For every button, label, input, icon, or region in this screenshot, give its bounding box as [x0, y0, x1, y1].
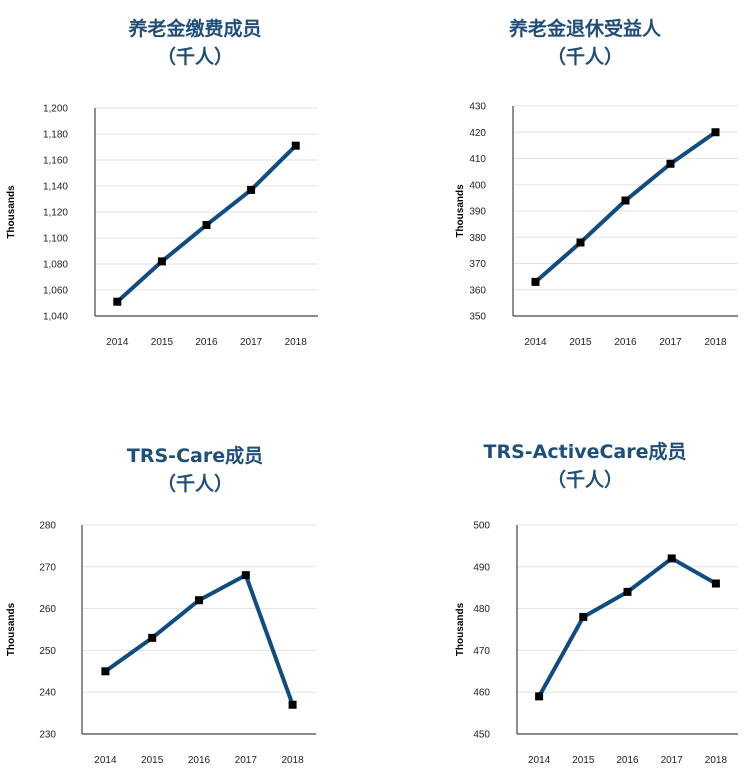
x-tick-label: 2015 [572, 755, 595, 766]
y-tick-label: 280 [39, 521, 56, 532]
x-tick-label: 2017 [235, 755, 258, 766]
data-point [576, 238, 585, 247]
y-tick-label: 370 [469, 259, 486, 270]
data-point [711, 128, 720, 137]
y-tick-label: 1,140 [43, 182, 68, 193]
data-point [202, 221, 211, 229]
y-tick-label: 500 [473, 521, 490, 532]
y-tick-label: 410 [469, 154, 486, 165]
chart-panel-pension-contributors: 养老金缴费成员 （千人） 1,040 1,060 1,080 1,100 1,120 1,… [0, 0, 390, 370]
y-tick-label: 360 [469, 285, 486, 296]
y-tick-label: 390 [469, 207, 486, 218]
y-tick-label: 1,060 [43, 286, 68, 297]
x-tick-label: 2018 [705, 755, 728, 766]
y-tick-label: 250 [39, 646, 56, 657]
series-line [533, 130, 718, 284]
data-point [247, 185, 256, 194]
chart-title: 养老金退休受益人 （千人） [420, 16, 750, 71]
data-point [623, 587, 632, 596]
y-axis-label: Thousands [455, 602, 466, 656]
y-tick-label: 470 [473, 646, 490, 657]
chart-title: TRS-Care成员 （千人） [0, 443, 390, 498]
data-point [667, 554, 676, 563]
chart-title-main: TRS-Care成员 [126, 445, 264, 467]
x-tick-label: 2016 [614, 337, 637, 348]
data-point [579, 612, 588, 621]
y-tick-label: 260 [39, 604, 56, 615]
y-tick-label: 240 [39, 688, 56, 699]
data-point [531, 277, 540, 286]
y-tick-label: 460 [473, 688, 490, 699]
y-tick-label: 350 [469, 312, 486, 323]
chart-panel-trs-activecare: TRS-ActiveCare成员 （千人） 450 460 470 480 490 500… [420, 395, 750, 769]
chart-title-sub: （千人） [546, 468, 623, 491]
y-tick-label: 1,120 [43, 208, 68, 219]
line-chart: 1,040 1,060 1,080 1,100 1,120 1,140 1,160 1,180… [6, 104, 318, 348]
x-tick-label: 2016 [188, 755, 211, 766]
x-tick-label: 2017 [661, 755, 684, 766]
chart-title-main: 养老金缴费成员 [128, 18, 262, 40]
x-tick-label: 2016 [616, 755, 639, 766]
x-tick-label: 2017 [659, 337, 682, 348]
y-tick-label: 270 [39, 562, 56, 573]
data-point [148, 633, 157, 642]
y-tick-label: 430 [469, 102, 486, 113]
y-tick-label: 400 [469, 180, 486, 191]
y-tick-label: 490 [473, 562, 490, 573]
x-tick-label: 2015 [151, 337, 174, 348]
chart-panel-trs-care: TRS-Care成员 （千人） 230 240 250 260 270 280 2014 20… [0, 395, 390, 769]
line-chart: 450 460 470 480 490 500 2014 2015 2016 2017 2018 Th… [455, 521, 738, 766]
y-tick-label: 450 [473, 730, 490, 741]
data-point [711, 579, 720, 588]
data-point [666, 159, 675, 168]
x-tick-label: 2015 [141, 755, 164, 766]
x-tick-label: 2017 [240, 337, 263, 348]
data-point [241, 571, 250, 580]
data-point [535, 692, 544, 701]
y-tick-label: 380 [469, 233, 486, 244]
series-line [103, 573, 295, 707]
chart-title-main: TRS-ActiveCare成员 [483, 441, 687, 463]
x-tick-label: 2018 [281, 755, 304, 766]
x-tick-label: 2014 [524, 337, 547, 348]
y-tick-label: 1,080 [43, 260, 68, 271]
series-line [537, 556, 718, 699]
y-tick-label: 1,040 [43, 312, 68, 323]
data-point [113, 297, 122, 306]
x-tick-label: 2014 [528, 755, 551, 766]
chart-title-sub: （千人） [156, 472, 233, 495]
x-tick-label: 2018 [704, 337, 727, 348]
y-axis-label: Thousands [6, 185, 17, 239]
y-tick-label: 1,160 [43, 156, 68, 167]
chart-title: 养老金缴费成员 （千人） [0, 16, 390, 71]
data-point [157, 257, 166, 266]
y-tick-label: 1,200 [43, 104, 68, 115]
y-tick-label: 1,180 [43, 130, 68, 141]
x-tick-label: 2016 [195, 337, 218, 348]
data-point [291, 141, 300, 150]
x-tick-label: 2014 [94, 755, 117, 766]
y-tick-label: 1,100 [43, 234, 68, 245]
data-point [101, 667, 110, 676]
chart-title-sub: （千人） [156, 45, 233, 68]
x-tick-label: 2018 [285, 337, 308, 348]
x-tick-label: 2015 [569, 337, 592, 348]
line-chart: 350 360 370 380 390 400 410 420 430 2014 2015 2016 2… [455, 102, 738, 348]
chart-panel-pension-retirees: 养老金退休受益人 （千人） 350 360 370 380 390 400 410 420 43… [420, 0, 750, 370]
data-point [621, 196, 630, 205]
data-point [288, 700, 297, 709]
chart-title-sub: （千人） [546, 45, 623, 68]
data-point [195, 596, 203, 605]
y-tick-label: 230 [39, 730, 56, 741]
chart-title-main: 养老金退休受益人 [508, 18, 661, 40]
y-axis-label: Thousands [455, 184, 466, 238]
y-tick-label: 420 [469, 128, 486, 139]
line-chart: 230 240 250 260 270 280 2014 2015 2016 2017 2018 Th… [6, 521, 316, 766]
y-axis-label: Thousands [6, 602, 17, 656]
x-tick-label: 2014 [106, 337, 129, 348]
chart-title: TRS-ActiveCare成员 （千人） [420, 439, 750, 494]
y-tick-label: 480 [473, 604, 490, 615]
